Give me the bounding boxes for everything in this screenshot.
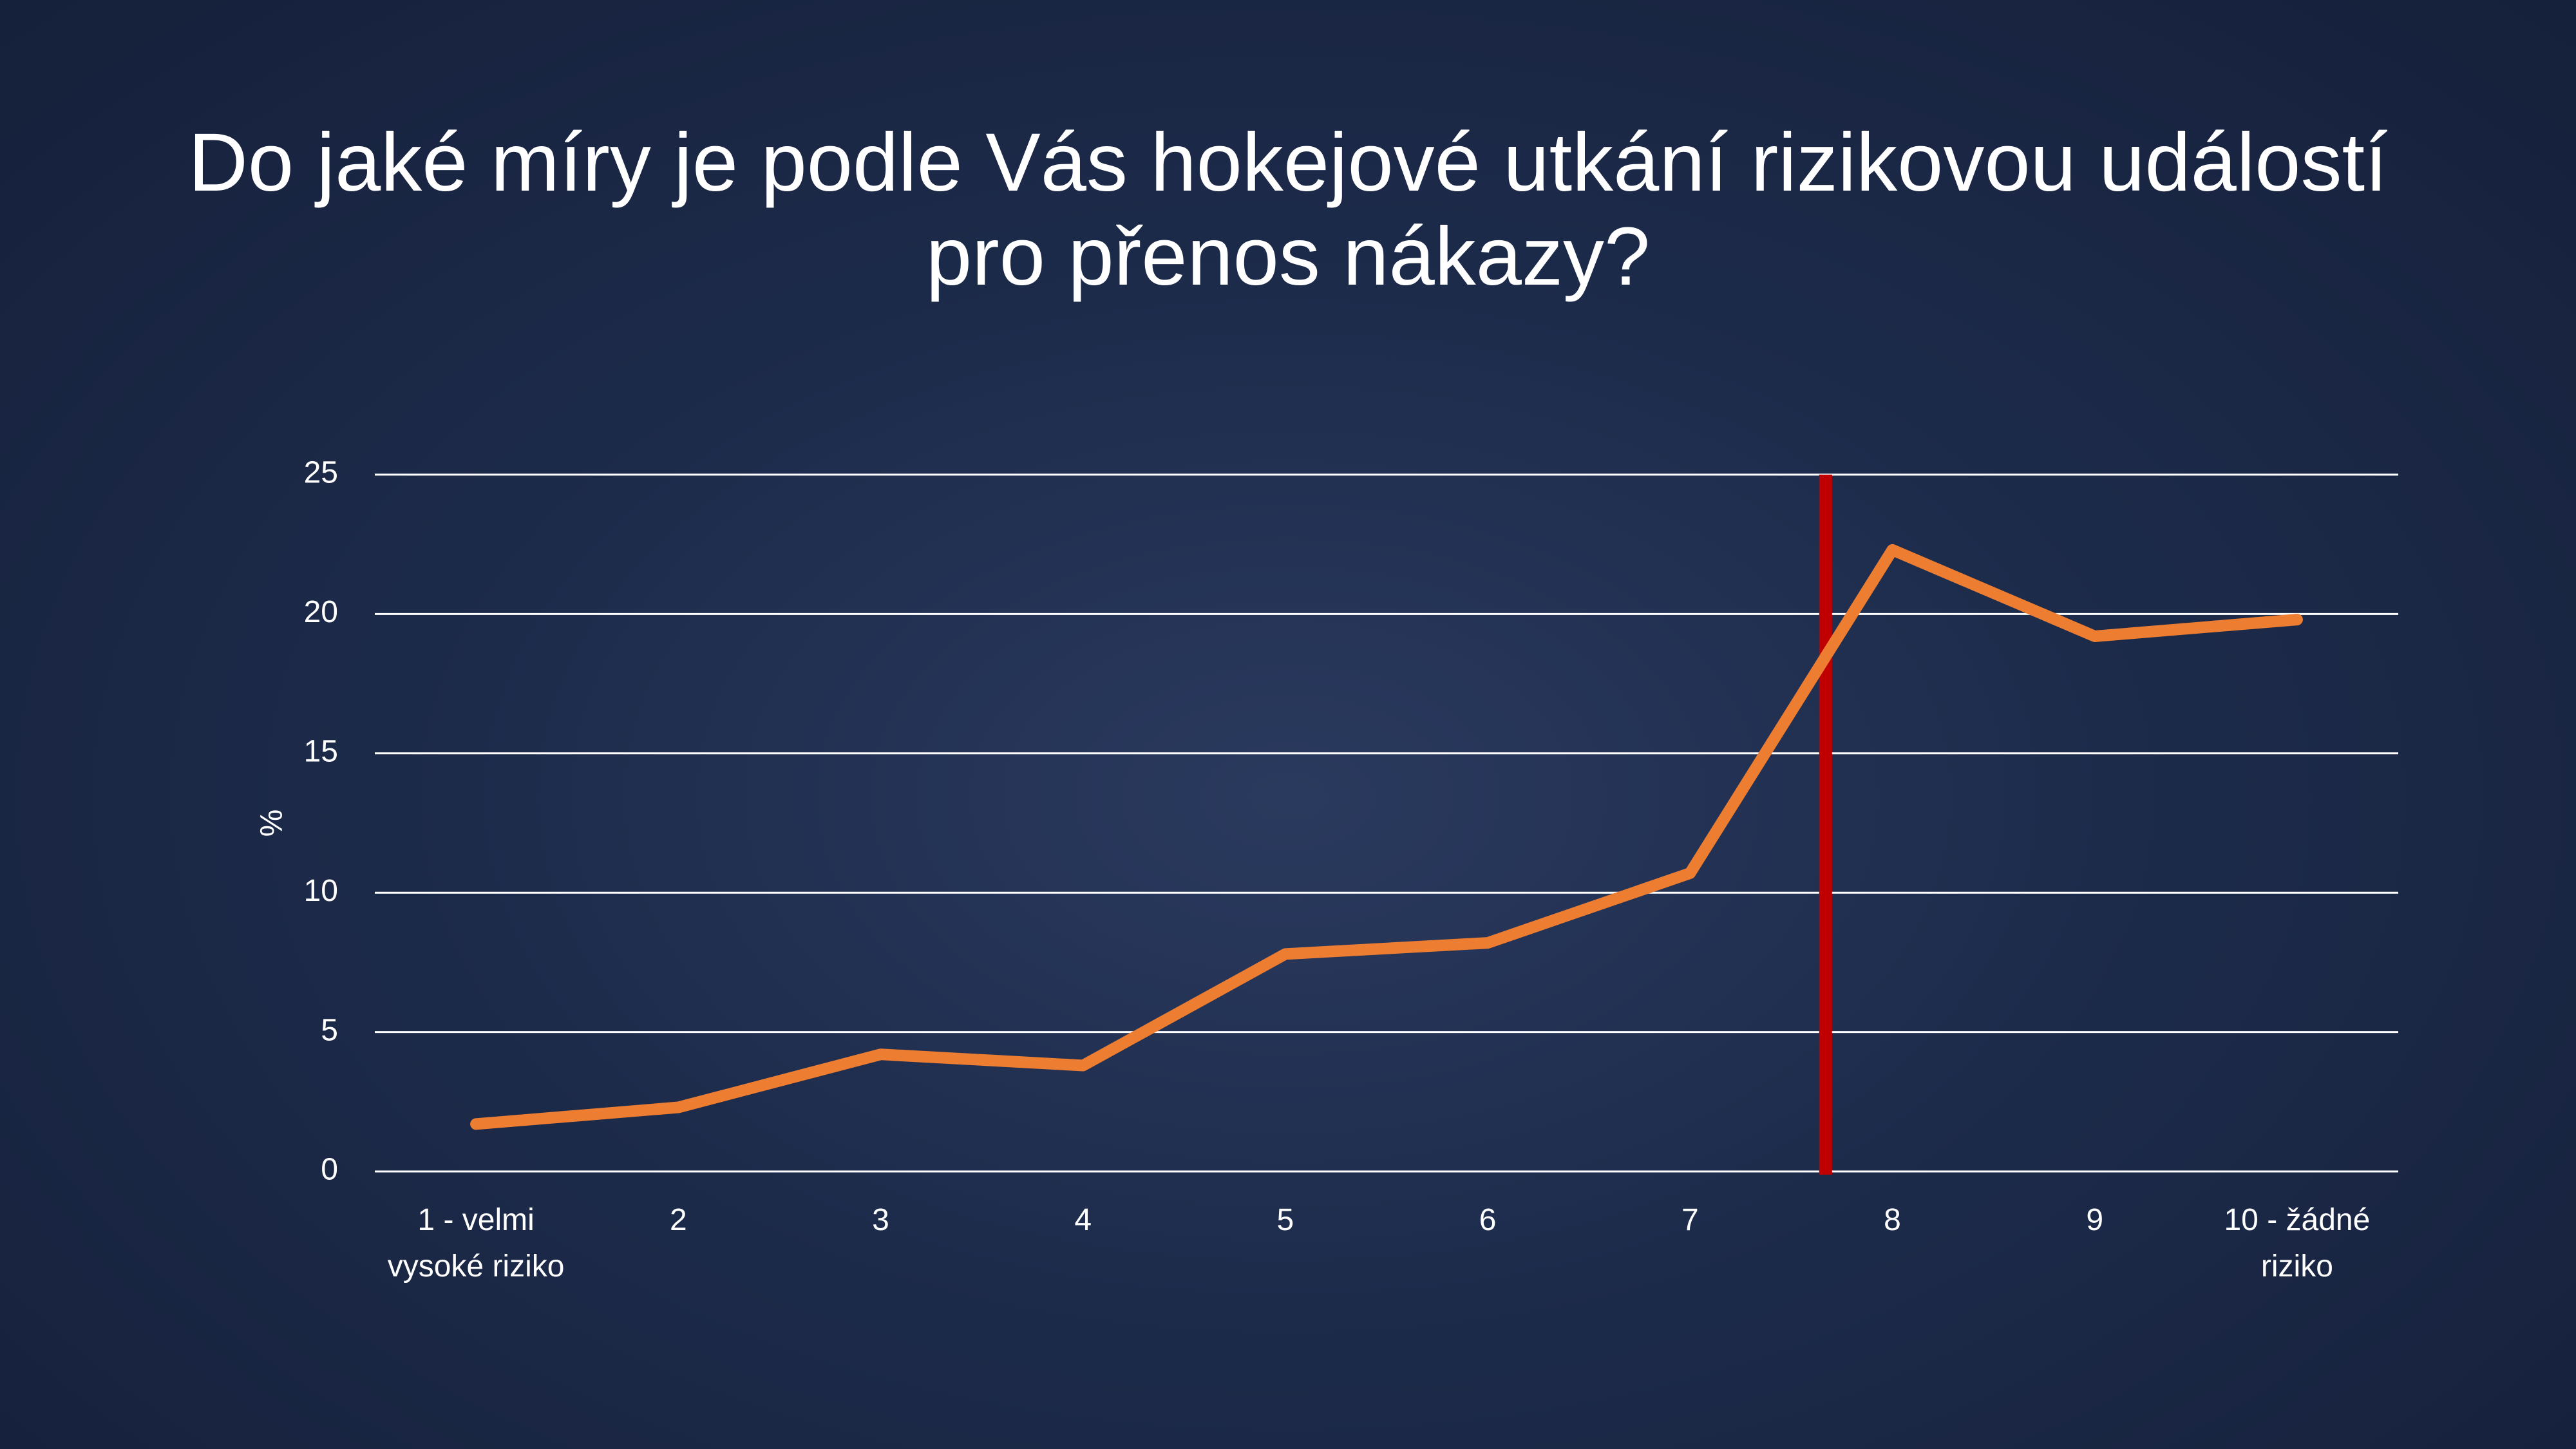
y-tick-label: 5 <box>321 1013 338 1047</box>
x-tick-label: 1 - velmi vysoké riziko <box>387 1203 565 1283</box>
y-tick-label: 10 <box>304 874 338 908</box>
x-tick-label: 3 <box>872 1203 889 1237</box>
y-tick-label: 25 <box>304 456 338 490</box>
y-axis-label: % <box>255 810 289 837</box>
x-tick-label: 6 <box>1479 1203 1497 1237</box>
x-tick-label: 2 <box>669 1203 687 1237</box>
y-tick-label: 0 <box>321 1153 338 1187</box>
x-tick-label: 8 <box>1884 1203 1901 1237</box>
y-tick-label: 20 <box>304 595 338 629</box>
x-tick-label: 5 <box>1276 1203 1294 1237</box>
x-tick-label: 4 <box>1074 1203 1092 1237</box>
y-tick-label: 15 <box>304 734 338 768</box>
x-tick-label: 9 <box>2086 1203 2104 1237</box>
chart-title: Do jaké míry je podle Vás hokejové utkán… <box>188 117 2388 303</box>
x-tick-label: 7 <box>1681 1203 1699 1237</box>
data-line <box>470 544 2303 1130</box>
x-tick-label: 10 - žádné riziko <box>2224 1203 2371 1283</box>
